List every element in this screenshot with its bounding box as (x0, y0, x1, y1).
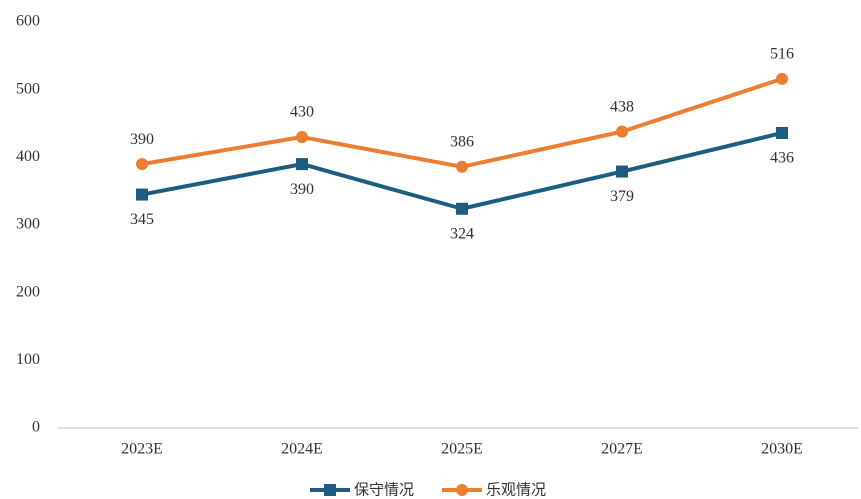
data-label: 386 (450, 133, 474, 150)
data-point (616, 125, 628, 138)
data-label: 379 (610, 188, 634, 205)
data-label: 390 (130, 131, 154, 148)
y-tick-label: 100 (16, 351, 40, 368)
data-point (136, 188, 148, 201)
x-tick-label: 2027E (601, 441, 643, 458)
data-label: 436 (770, 150, 794, 167)
data-point (296, 158, 308, 171)
legend-marker (324, 484, 336, 496)
x-tick-label: 2024E (281, 441, 323, 458)
data-label: 390 (290, 181, 314, 198)
data-point (456, 202, 468, 215)
x-tick-label: 2023E (121, 441, 163, 458)
y-tick-label: 400 (16, 148, 40, 165)
data-label: 438 (610, 98, 634, 115)
y-tick-label: 200 (16, 283, 40, 300)
x-tick-label: 2030E (761, 441, 803, 458)
y-tick-label: 600 (16, 13, 40, 30)
data-point (776, 72, 788, 85)
legend-label: 保守情况 (354, 481, 414, 499)
y-tick-label: 500 (16, 80, 40, 97)
data-label: 430 (290, 104, 314, 121)
data-point (456, 160, 468, 173)
y-tick-label: 300 (16, 216, 40, 233)
x-tick-label: 2025E (441, 441, 483, 458)
data-label: 345 (130, 211, 154, 228)
data-point (136, 158, 148, 171)
data-label: 516 (770, 46, 794, 63)
data-point (616, 165, 628, 178)
data-point (776, 126, 788, 139)
data-label: 324 (450, 225, 474, 242)
legend-item: 乐观情况 (442, 481, 546, 499)
legend-marker (456, 484, 469, 496)
series-line (141, 76, 783, 169)
data-point (296, 131, 308, 144)
legend-label: 乐观情况 (486, 481, 546, 499)
legend-item: 保守情况 (310, 481, 414, 499)
y-tick-label: 0 (32, 419, 40, 436)
